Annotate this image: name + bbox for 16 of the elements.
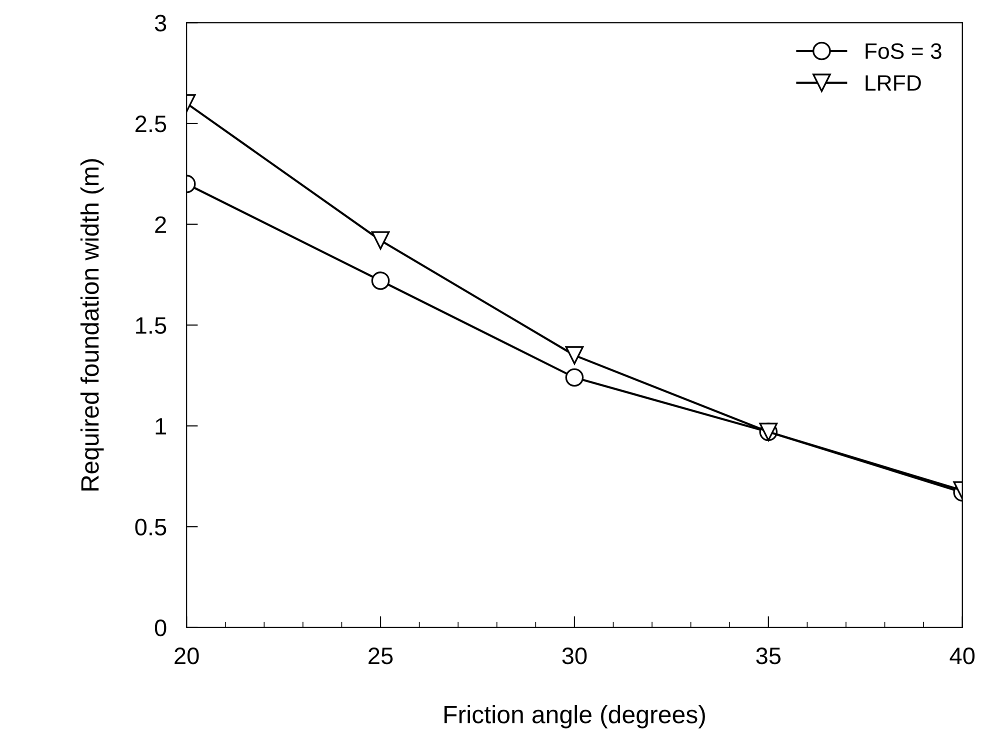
x-tick-label: 40 (950, 648, 975, 664)
legend-label: FoS = 3 (866, 43, 942, 60)
x-tick-label: 20 (174, 648, 199, 664)
y-tick-label: 2.5 (136, 116, 166, 132)
x-tick-label: 30 (562, 648, 587, 664)
y-tick-label: 1.5 (136, 317, 166, 334)
x-tick-label: 35 (756, 648, 781, 664)
y-tick-label: 3 (154, 14, 166, 32)
y-axis-title: Required foundation width (m) (80, 159, 104, 490)
legend-label: LRFD (866, 75, 921, 91)
y-tick-label: 0.5 (135, 518, 166, 536)
x-tick-label: 25 (368, 648, 393, 664)
y-tick-label: 1 (156, 418, 166, 434)
y-tick-label: 0 (154, 620, 166, 636)
y-tick-label: 2 (155, 216, 166, 233)
x-axis-title: Friction angle (degrees) (444, 705, 705, 728)
